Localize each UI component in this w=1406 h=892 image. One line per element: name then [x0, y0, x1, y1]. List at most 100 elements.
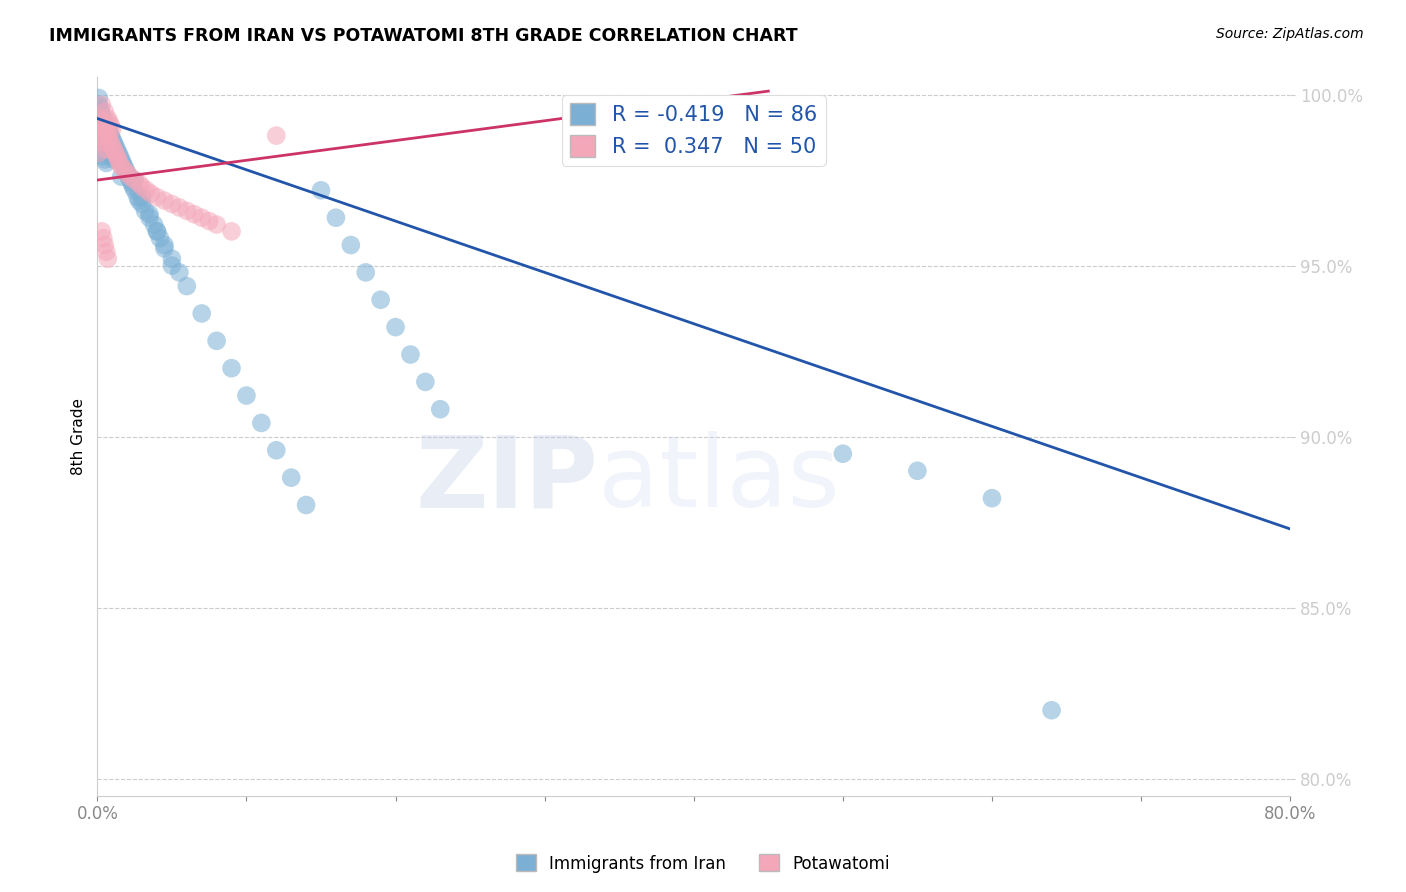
- Point: [97, 128, 120, 143]
- Point: [340, 238, 363, 252]
- Point: [91, 128, 114, 143]
- Point: [205, 218, 228, 232]
- Point: [138, 211, 160, 225]
- Point: [118, 169, 141, 184]
- Point: [176, 279, 198, 293]
- Point: [905, 464, 928, 478]
- Point: [90, 224, 112, 238]
- Point: [190, 211, 212, 225]
- Point: [94, 132, 117, 146]
- Point: [100, 119, 122, 133]
- Point: [110, 169, 132, 184]
- Point: [309, 183, 332, 197]
- Point: [131, 180, 153, 194]
- Point: [96, 156, 118, 170]
- Point: [131, 197, 153, 211]
- Point: [90, 121, 112, 136]
- Point: [149, 231, 172, 245]
- Point: [104, 145, 127, 160]
- Point: [384, 320, 406, 334]
- Point: [98, 132, 121, 146]
- Point: [981, 491, 1004, 505]
- Legend: Immigrants from Iran, Potawatomi: Immigrants from Iran, Potawatomi: [509, 847, 897, 880]
- Point: [146, 190, 169, 204]
- Point: [90, 125, 112, 139]
- Point: [89, 101, 111, 115]
- Point: [264, 443, 287, 458]
- Point: [115, 166, 138, 180]
- Point: [89, 104, 111, 119]
- Point: [94, 104, 117, 119]
- Point: [128, 177, 150, 191]
- Point: [221, 361, 243, 376]
- Point: [146, 224, 169, 238]
- Point: [110, 153, 132, 167]
- Text: IMMIGRANTS FROM IRAN VS POTAWATOMI 8TH GRADE CORRELATION CHART: IMMIGRANTS FROM IRAN VS POTAWATOMI 8TH G…: [49, 27, 797, 45]
- Point: [98, 142, 121, 156]
- Point: [91, 112, 114, 126]
- Point: [325, 211, 347, 225]
- Point: [135, 183, 157, 197]
- Point: [98, 115, 121, 129]
- Point: [250, 416, 273, 430]
- Point: [101, 132, 124, 146]
- Point: [124, 173, 146, 187]
- Point: [96, 142, 118, 156]
- Point: [115, 166, 138, 180]
- Point: [112, 162, 135, 177]
- Point: [90, 108, 112, 122]
- Point: [108, 156, 131, 170]
- Point: [429, 402, 451, 417]
- Point: [87, 128, 110, 143]
- Point: [110, 160, 132, 174]
- Point: [100, 145, 122, 160]
- Point: [205, 334, 228, 348]
- Point: [87, 97, 110, 112]
- Point: [87, 145, 110, 160]
- Point: [280, 470, 302, 484]
- Point: [96, 136, 118, 150]
- Point: [120, 169, 142, 184]
- Point: [87, 128, 110, 143]
- Point: [91, 119, 114, 133]
- Point: [190, 306, 212, 320]
- Point: [101, 139, 124, 153]
- Point: [89, 119, 111, 133]
- Point: [160, 259, 183, 273]
- Point: [90, 97, 112, 112]
- Point: [96, 244, 118, 259]
- Point: [103, 136, 125, 150]
- Point: [143, 218, 166, 232]
- Point: [91, 139, 114, 153]
- Text: Source: ZipAtlas.com: Source: ZipAtlas.com: [1216, 27, 1364, 41]
- Point: [114, 162, 136, 177]
- Point: [107, 153, 129, 167]
- Point: [104, 139, 127, 153]
- Point: [120, 173, 142, 187]
- Point: [415, 375, 437, 389]
- Point: [112, 160, 135, 174]
- Point: [105, 142, 128, 156]
- Point: [97, 252, 120, 266]
- Point: [169, 201, 191, 215]
- Point: [97, 121, 120, 136]
- Legend: R = -0.419   N = 86, R =  0.347   N = 50: R = -0.419 N = 86, R = 0.347 N = 50: [562, 95, 825, 166]
- Point: [105, 149, 128, 163]
- Point: [107, 145, 129, 160]
- Point: [198, 214, 221, 228]
- Point: [94, 238, 117, 252]
- Point: [183, 207, 205, 221]
- Point: [153, 238, 176, 252]
- Point: [108, 149, 131, 163]
- Point: [91, 149, 114, 163]
- Point: [131, 190, 153, 204]
- Point: [121, 177, 143, 191]
- Point: [97, 139, 120, 153]
- Point: [134, 203, 156, 218]
- Y-axis label: 8th Grade: 8th Grade: [72, 398, 86, 475]
- Point: [87, 91, 110, 105]
- Point: [169, 265, 191, 279]
- Point: [128, 194, 150, 208]
- Point: [139, 186, 162, 201]
- Point: [153, 194, 176, 208]
